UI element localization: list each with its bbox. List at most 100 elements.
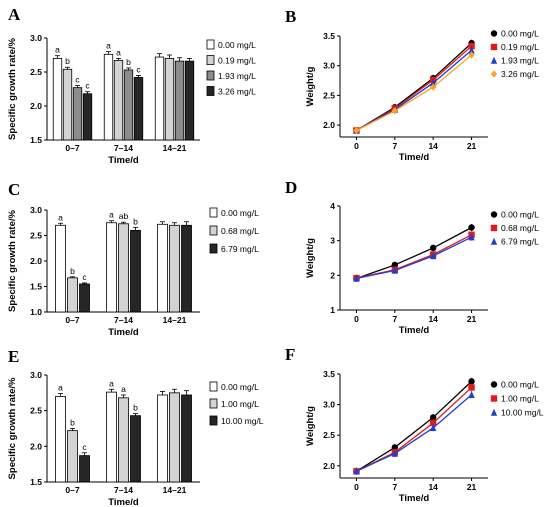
bar <box>62 68 73 141</box>
series-line <box>356 380 473 472</box>
significance-letter: b <box>126 57 131 67</box>
data-point <box>468 46 475 54</box>
bar <box>184 60 195 141</box>
y-tick-label: 3.0 <box>323 400 335 410</box>
legend-marker <box>490 395 498 402</box>
significance-letter: b <box>70 418 75 428</box>
legend-label: 0.19 mg/L <box>501 42 539 52</box>
significance-letter: b <box>70 266 75 276</box>
series-line <box>356 394 472 472</box>
x-tick-label: 21 <box>467 482 477 492</box>
y-tick-label: 1.5 <box>30 135 42 145</box>
legend-label: 0.00 mg/L <box>221 382 259 392</box>
y-tick-label: 3.0 <box>30 370 42 380</box>
x-tick-label: 7 <box>392 141 397 151</box>
significance-letter: a <box>58 383 63 393</box>
bar <box>181 394 192 483</box>
data-point <box>468 378 475 385</box>
data-point <box>391 444 399 451</box>
x-tick-label: 0–7 <box>65 315 79 325</box>
data-point <box>468 391 475 398</box>
series-line <box>356 49 472 132</box>
y-axis-title: Specific growth rate/% <box>7 38 18 140</box>
data-point <box>429 244 437 252</box>
bar <box>118 223 129 313</box>
x-tick-label: 7–14 <box>114 485 133 495</box>
significance-letter: a <box>55 45 60 55</box>
data-point <box>468 51 475 59</box>
legend-marker <box>490 56 498 64</box>
legend-swatch <box>206 55 215 65</box>
legend-marker <box>490 43 498 51</box>
legend-swatch <box>209 381 218 392</box>
bar <box>174 60 185 141</box>
bar <box>123 69 134 141</box>
significance-letter: b <box>65 56 70 66</box>
legend-label: 3.26 mg/L <box>501 69 539 79</box>
x-tick-label: 14 <box>428 482 438 492</box>
panel-d: D 1 2 3 4 Weight/g Time/d 0 7 14 21 0.00 mg/L 0.68 m… <box>285 178 539 336</box>
legend-label: 0.68 mg/L <box>501 223 539 233</box>
y-axis-title: Specific growth rate/% <box>7 210 18 312</box>
x-axis-title: Time/d <box>108 155 139 166</box>
x-tick-label: 14 <box>428 141 438 151</box>
panel-letter: F <box>285 345 295 364</box>
x-tick-label: 14–21 <box>163 143 187 153</box>
bar <box>169 392 180 483</box>
legend-label: 0.00 mg/L <box>221 208 259 218</box>
legend-swatch <box>209 415 218 426</box>
data-point <box>391 107 399 115</box>
y-tick-label: 2.5 <box>30 406 42 416</box>
data-point <box>429 424 437 432</box>
legend-label: 1.93 mg/L <box>501 56 539 66</box>
y-tick-label: 3.0 <box>323 61 335 71</box>
y-tick-label: 2 <box>330 270 335 280</box>
legend-label: 0.19 mg/L <box>218 56 256 66</box>
data-point <box>353 274 360 282</box>
x-tick-label: 7–14 <box>114 143 133 153</box>
legend-label: 6.79 mg/L <box>221 244 259 254</box>
bar <box>106 391 117 483</box>
significance-letter: c <box>82 442 87 452</box>
y-tick-label: 3.0 <box>30 33 42 43</box>
panel-letter: D <box>285 178 297 197</box>
y-tick-label: 2.5 <box>323 90 335 100</box>
significance-letter: c <box>136 64 141 74</box>
bar <box>169 224 180 313</box>
legend-label: 0.00 mg/L <box>218 40 256 50</box>
y-axis-title: Weight/g <box>305 238 316 278</box>
bar <box>154 56 165 141</box>
data-point <box>468 233 475 241</box>
series-line <box>356 54 472 132</box>
bar <box>82 93 93 141</box>
legend-label: 1.00 mg/L <box>501 394 539 404</box>
x-axis-title: Time/d <box>108 327 139 338</box>
data-point <box>391 261 399 269</box>
y-tick-label: 1.5 <box>30 282 42 292</box>
x-tick-label: 14 <box>428 314 438 324</box>
x-tick-label: 0–7 <box>65 143 79 153</box>
significance-letter: a <box>121 384 126 394</box>
bar <box>79 283 90 313</box>
y-tick-label: 2.0 <box>30 441 42 451</box>
bar <box>113 60 124 141</box>
significance-letter: c <box>75 75 80 85</box>
y-axis-title: Specific growth rate/% <box>7 377 18 479</box>
data-point <box>468 224 475 231</box>
data-point <box>353 126 360 135</box>
y-tick-label: 2.0 <box>323 461 335 471</box>
significance-letter: a <box>116 47 121 57</box>
y-tick-label: 1.0 <box>30 307 42 317</box>
legend-label: 0.00 mg/L <box>501 210 539 220</box>
bar <box>103 53 114 141</box>
x-tick-label: 0 <box>354 141 359 151</box>
x-tick-label: 7–14 <box>114 315 133 325</box>
bar <box>130 229 141 313</box>
data-point <box>429 414 437 421</box>
significance-letter: a <box>58 212 63 222</box>
x-tick-label: 7 <box>392 482 397 492</box>
significance-letter: a <box>109 210 114 220</box>
bar <box>55 224 66 313</box>
bar <box>133 77 144 141</box>
bar <box>157 223 168 313</box>
